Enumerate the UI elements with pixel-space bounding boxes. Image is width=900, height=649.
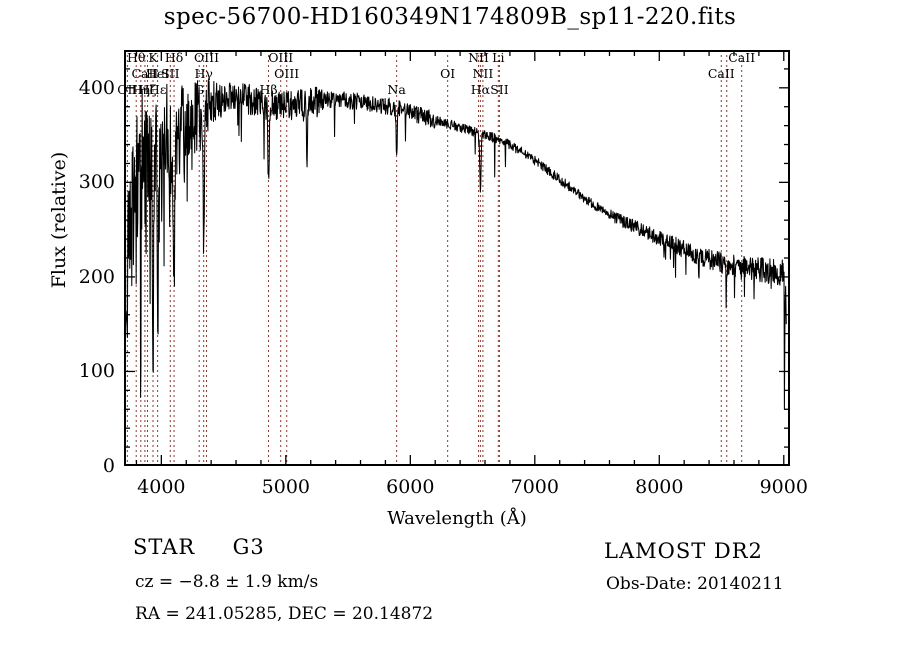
x-tick-label: 6000 <box>386 476 435 498</box>
marker-lines <box>126 50 743 466</box>
line-marker-label: Hγ <box>194 66 213 81</box>
line-marker-label: OIII <box>194 50 220 65</box>
line-marker-label: CaII <box>707 66 735 81</box>
footer-survey: LAMOST DR2 <box>604 539 763 563</box>
line-marker-label: OIII <box>274 66 300 81</box>
line-marker-label: NII <box>472 66 494 81</box>
object-type: STAR <box>133 535 196 559</box>
line-marker-label: SII <box>161 66 180 81</box>
line-marker-label: Na <box>387 82 406 97</box>
plot-frame <box>124 50 790 466</box>
x-axis-label: Wavelength (Å) <box>387 508 527 529</box>
x-tick-label: 7000 <box>510 476 559 498</box>
x-tick-label: 5000 <box>261 476 311 498</box>
footer-cz: cz = −8.8 ± 1.9 km/s <box>135 572 319 592</box>
line-marker-label: G <box>194 82 205 97</box>
line-marker-label: OIII <box>268 50 294 65</box>
line-marker-label: Hζ <box>138 82 157 97</box>
y-tick-label: 200 <box>78 265 115 288</box>
y-tick-label: 100 <box>78 360 115 383</box>
line-marker-label: CaII <box>131 66 159 81</box>
footer-object-class: STAR G3 <box>133 535 265 559</box>
line-marker-label: Hε <box>148 82 167 97</box>
line-marker-label: Hη <box>131 82 150 97</box>
line-marker-label: K <box>148 50 158 65</box>
page-title: spec-56700-HD160349N174809B_sp11-220.fit… <box>163 4 737 30</box>
line-marker-label: Hα <box>470 82 491 97</box>
y-tick-label: 400 <box>78 76 115 99</box>
x-tick-label: 4000 <box>137 476 186 498</box>
spectrum-canvas <box>124 50 790 466</box>
y-tick-label: 0 <box>102 455 115 477</box>
y-tick-label: 300 <box>78 171 115 194</box>
line-marker-label: SII <box>490 82 509 97</box>
spectral-class: G3 <box>232 535 265 559</box>
x-tick-label: 8000 <box>635 476 684 498</box>
line-marker-label: Hδ <box>164 50 184 65</box>
line-marker-label: NII <box>468 50 489 65</box>
line-marker-label: OII <box>117 82 138 97</box>
line-marker-label: OI <box>440 66 456 81</box>
x-tick-label: 9000 <box>759 476 808 498</box>
line-marker-label: HeI <box>145 66 170 81</box>
line-marker-label: Hθ <box>126 50 146 65</box>
line-marker-label: CaII <box>728 50 756 65</box>
footer-obs-date: Obs-Date: 20140211 <box>606 574 784 594</box>
line-marker-label: Li <box>492 50 505 65</box>
y-axis-label: Flux (relative) <box>48 151 70 289</box>
footer-radec: RA = 241.05285, DEC = 20.14872 <box>135 604 434 624</box>
plot-area: 0 100 200 300 400 4000 5000 6000 7000 8000 9000 <box>79 50 808 498</box>
line-marker-label: Hβ <box>259 82 278 97</box>
